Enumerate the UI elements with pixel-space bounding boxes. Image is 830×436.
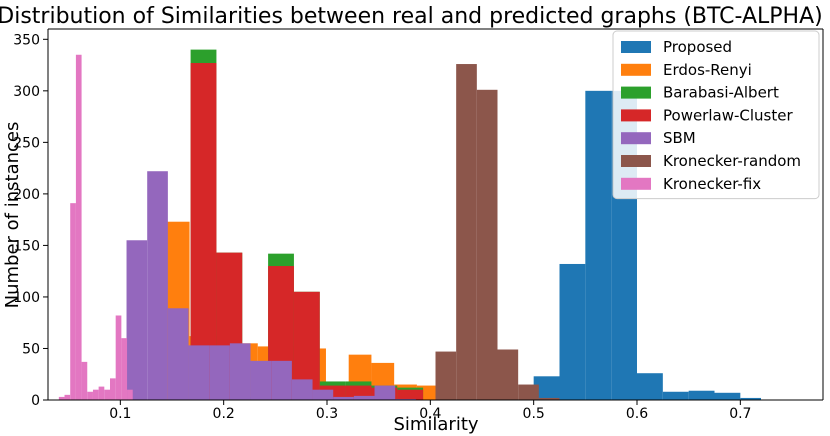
bar-kronecker-fix-1 (64, 394, 71, 400)
x-tick-label: 0.1 (109, 406, 131, 422)
bar-sbm-6 (250, 360, 272, 400)
legend-swatch (621, 109, 651, 122)
bar-sbm-5 (229, 343, 251, 400)
bar-sbm-8 (291, 379, 313, 400)
x-tick-label: 0.6 (626, 406, 648, 422)
bar-kronecker-fix-11 (121, 338, 128, 400)
y-tick-label: 200 (13, 187, 40, 203)
bar-kronecker-random-2 (476, 89, 498, 401)
y-tick-label: 350 (13, 32, 40, 48)
x-axis-ticks: 0.1 0.2 0.3 0.4 0.5 0.6 0.7 (109, 400, 751, 422)
bar-kronecker-fix-2 (70, 203, 76, 400)
y-axis-label: Number of instances (2, 122, 23, 309)
y-tick-label: 150 (13, 238, 40, 254)
bar-proposed-6 (688, 390, 715, 400)
bar-kronecker-random-3 (497, 349, 519, 400)
legend-swatch (621, 155, 651, 167)
bar-kronecker-fix-5 (87, 391, 93, 400)
bar-sbm-11 (353, 395, 375, 400)
bar-kronecker-random-0 (435, 351, 457, 400)
bar-kronecker-random-1 (456, 64, 477, 400)
legend-label: SBM (663, 129, 696, 147)
bar-powerlaw-cluster-8 (397, 389, 424, 400)
bar-kronecker-fix-6 (92, 389, 99, 400)
legend-swatch (621, 177, 651, 190)
bar-sbm-9 (312, 389, 334, 400)
bar-sbm-10 (333, 396, 354, 400)
bar-sbm-7 (271, 360, 292, 400)
bar-proposed-5 (662, 391, 689, 400)
bar-kronecker-fix-8 (104, 389, 110, 400)
axis-frame (47, 28, 824, 401)
bar-sbm-13 (395, 398, 416, 400)
legend-label: Kronecker-random (663, 152, 801, 170)
bar-sbm-0 (126, 240, 148, 400)
legend-swatch (621, 132, 651, 145)
y-axis-ticks: 0 50 100 150 200 250 300 350 (13, 32, 48, 409)
x-tick-label: 0.2 (213, 406, 235, 422)
bar-sbm-12 (374, 385, 396, 400)
x-tick-label: 0.7 (729, 406, 751, 422)
legend-label: Barabasi-Albert (663, 84, 779, 102)
bar-proposed-4 (637, 373, 663, 400)
bar-kronecker-fix-12 (127, 389, 133, 400)
x-tick-label: 0.4 (419, 406, 441, 422)
legend-swatch (621, 63, 651, 76)
bar-sbm-2 (167, 308, 189, 400)
bar-kronecker-random-5 (538, 397, 560, 400)
bar-proposed-8 (740, 397, 761, 400)
bar-sbm-4 (209, 345, 230, 400)
legend-label: Kronecker-fix (663, 175, 761, 193)
bar-kronecker-random-4 (518, 384, 539, 400)
y-tick-label: 250 (13, 135, 40, 151)
bar-kronecker-fix-10 (115, 315, 122, 400)
legend: Proposed Erdos-Renyi Barabasi-Albert Powerl… (612, 30, 820, 200)
legend-label: Powerlaw-Cluster (663, 106, 793, 124)
x-tick-label: 0.5 (523, 406, 545, 422)
y-tick-label: 100 (13, 290, 40, 306)
bar-kronecker-fix-4 (81, 361, 88, 400)
bar-kronecker-fix-9 (110, 378, 116, 400)
y-tick-label: 0 (31, 393, 40, 409)
bar-kronecker-fix-3 (75, 54, 82, 400)
legend-label: Proposed (663, 38, 732, 56)
series-kronecker-random (435, 64, 560, 401)
legend-label: Erdos-Renyi (663, 61, 752, 79)
legend-swatch (621, 86, 651, 99)
bar-kronecker-fix-0 (58, 396, 65, 400)
series-kronecker-fix (58, 54, 133, 400)
y-tick-label: 50 (22, 341, 40, 357)
x-tick-label: 0.3 (316, 406, 338, 422)
bar-sbm-1 (147, 171, 168, 400)
legend-swatch (621, 41, 651, 53)
bar-proposed-0 (533, 376, 560, 400)
legend-box (612, 30, 820, 200)
bar-powerlaw-cluster-0 (190, 63, 217, 400)
series-sbm (126, 171, 416, 400)
x-axis-label: Similarity (393, 414, 478, 435)
histogram-bars (58, 49, 761, 401)
bar-sbm-3 (188, 345, 210, 400)
bar-proposed-7 (714, 392, 741, 400)
bar-kronecker-fix-7 (98, 386, 105, 400)
y-tick-label: 300 (13, 84, 40, 100)
chart-title: Distribution of Similarities between rea… (0, 4, 823, 29)
bar-proposed-2 (585, 90, 612, 400)
bar-proposed-1 (559, 263, 586, 400)
